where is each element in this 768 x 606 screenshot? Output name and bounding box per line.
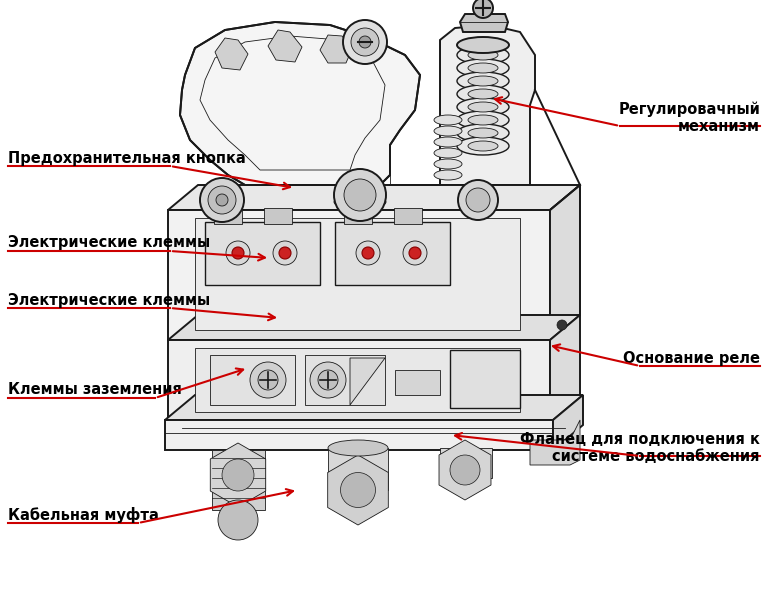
Ellipse shape bbox=[328, 440, 388, 456]
Text: Основание реле: Основание реле bbox=[623, 350, 760, 365]
Polygon shape bbox=[168, 185, 580, 210]
Circle shape bbox=[450, 455, 480, 485]
Circle shape bbox=[344, 179, 376, 211]
Polygon shape bbox=[165, 395, 583, 420]
Polygon shape bbox=[195, 218, 520, 330]
Circle shape bbox=[279, 247, 291, 259]
Circle shape bbox=[340, 473, 376, 507]
Ellipse shape bbox=[434, 148, 462, 158]
Polygon shape bbox=[215, 38, 248, 70]
Polygon shape bbox=[328, 455, 389, 525]
Circle shape bbox=[200, 178, 244, 222]
Ellipse shape bbox=[468, 141, 498, 151]
Polygon shape bbox=[530, 420, 580, 465]
Polygon shape bbox=[210, 355, 295, 405]
Circle shape bbox=[226, 241, 250, 265]
Circle shape bbox=[218, 500, 258, 540]
Polygon shape bbox=[268, 30, 302, 62]
Text: Электрические клеммы: Электрические клеммы bbox=[8, 293, 210, 307]
Ellipse shape bbox=[468, 128, 498, 138]
Ellipse shape bbox=[457, 85, 509, 103]
FancyBboxPatch shape bbox=[394, 208, 422, 224]
Circle shape bbox=[250, 362, 286, 398]
Polygon shape bbox=[550, 315, 580, 420]
Circle shape bbox=[310, 362, 346, 398]
Circle shape bbox=[343, 20, 387, 64]
Polygon shape bbox=[440, 25, 535, 185]
Ellipse shape bbox=[468, 63, 498, 73]
Polygon shape bbox=[350, 358, 385, 405]
Ellipse shape bbox=[457, 124, 509, 142]
Circle shape bbox=[466, 188, 490, 212]
Ellipse shape bbox=[457, 111, 509, 129]
Circle shape bbox=[458, 180, 498, 220]
Circle shape bbox=[216, 194, 228, 206]
Text: Электрические клеммы: Электрические клеммы bbox=[8, 236, 210, 250]
Polygon shape bbox=[165, 420, 553, 450]
Polygon shape bbox=[450, 350, 520, 408]
Circle shape bbox=[222, 459, 254, 491]
Polygon shape bbox=[195, 348, 520, 412]
Ellipse shape bbox=[334, 195, 386, 209]
Ellipse shape bbox=[468, 89, 498, 99]
Polygon shape bbox=[210, 443, 266, 507]
Ellipse shape bbox=[457, 46, 509, 64]
Circle shape bbox=[334, 169, 386, 221]
Polygon shape bbox=[205, 222, 320, 285]
Polygon shape bbox=[460, 14, 508, 32]
Polygon shape bbox=[440, 448, 492, 478]
Ellipse shape bbox=[468, 102, 498, 112]
Polygon shape bbox=[212, 450, 265, 510]
Ellipse shape bbox=[434, 159, 462, 169]
FancyBboxPatch shape bbox=[264, 208, 292, 224]
Ellipse shape bbox=[457, 59, 509, 77]
Ellipse shape bbox=[457, 72, 509, 90]
Circle shape bbox=[473, 0, 493, 18]
Polygon shape bbox=[550, 185, 580, 340]
Polygon shape bbox=[168, 315, 580, 340]
Polygon shape bbox=[180, 22, 420, 185]
Ellipse shape bbox=[434, 115, 462, 125]
FancyBboxPatch shape bbox=[344, 208, 372, 224]
Circle shape bbox=[318, 370, 338, 390]
Circle shape bbox=[356, 241, 380, 265]
Polygon shape bbox=[395, 370, 440, 395]
Circle shape bbox=[557, 320, 567, 330]
Circle shape bbox=[362, 247, 374, 259]
Polygon shape bbox=[328, 448, 388, 490]
Ellipse shape bbox=[468, 50, 498, 60]
Polygon shape bbox=[320, 35, 352, 63]
Ellipse shape bbox=[434, 126, 462, 136]
Text: Кабельная муфта: Кабельная муфта bbox=[8, 507, 159, 523]
Polygon shape bbox=[439, 440, 491, 500]
Circle shape bbox=[232, 247, 244, 259]
Polygon shape bbox=[335, 222, 450, 285]
Circle shape bbox=[258, 370, 278, 390]
Polygon shape bbox=[168, 210, 550, 340]
Circle shape bbox=[403, 241, 427, 265]
Ellipse shape bbox=[468, 76, 498, 86]
Circle shape bbox=[208, 186, 236, 214]
Text: Регулировачный
механизм: Регулировачный механизм bbox=[618, 102, 760, 135]
Ellipse shape bbox=[468, 115, 498, 125]
Circle shape bbox=[409, 247, 421, 259]
Ellipse shape bbox=[457, 137, 509, 155]
Polygon shape bbox=[553, 395, 583, 450]
Circle shape bbox=[273, 241, 297, 265]
Ellipse shape bbox=[434, 170, 462, 180]
Ellipse shape bbox=[434, 137, 462, 147]
Polygon shape bbox=[305, 355, 385, 405]
Ellipse shape bbox=[457, 98, 509, 116]
Circle shape bbox=[359, 36, 371, 48]
Text: Фланец для подключения к
системе водоснабжения: Фланец для подключения к системе водосна… bbox=[520, 432, 760, 464]
Text: Клеммы заземления: Клеммы заземления bbox=[8, 382, 182, 398]
Circle shape bbox=[351, 28, 379, 56]
FancyBboxPatch shape bbox=[214, 208, 242, 224]
Polygon shape bbox=[168, 340, 550, 420]
Ellipse shape bbox=[457, 37, 509, 53]
Text: Предохранительная кнопка: Предохранительная кнопка bbox=[8, 150, 246, 165]
